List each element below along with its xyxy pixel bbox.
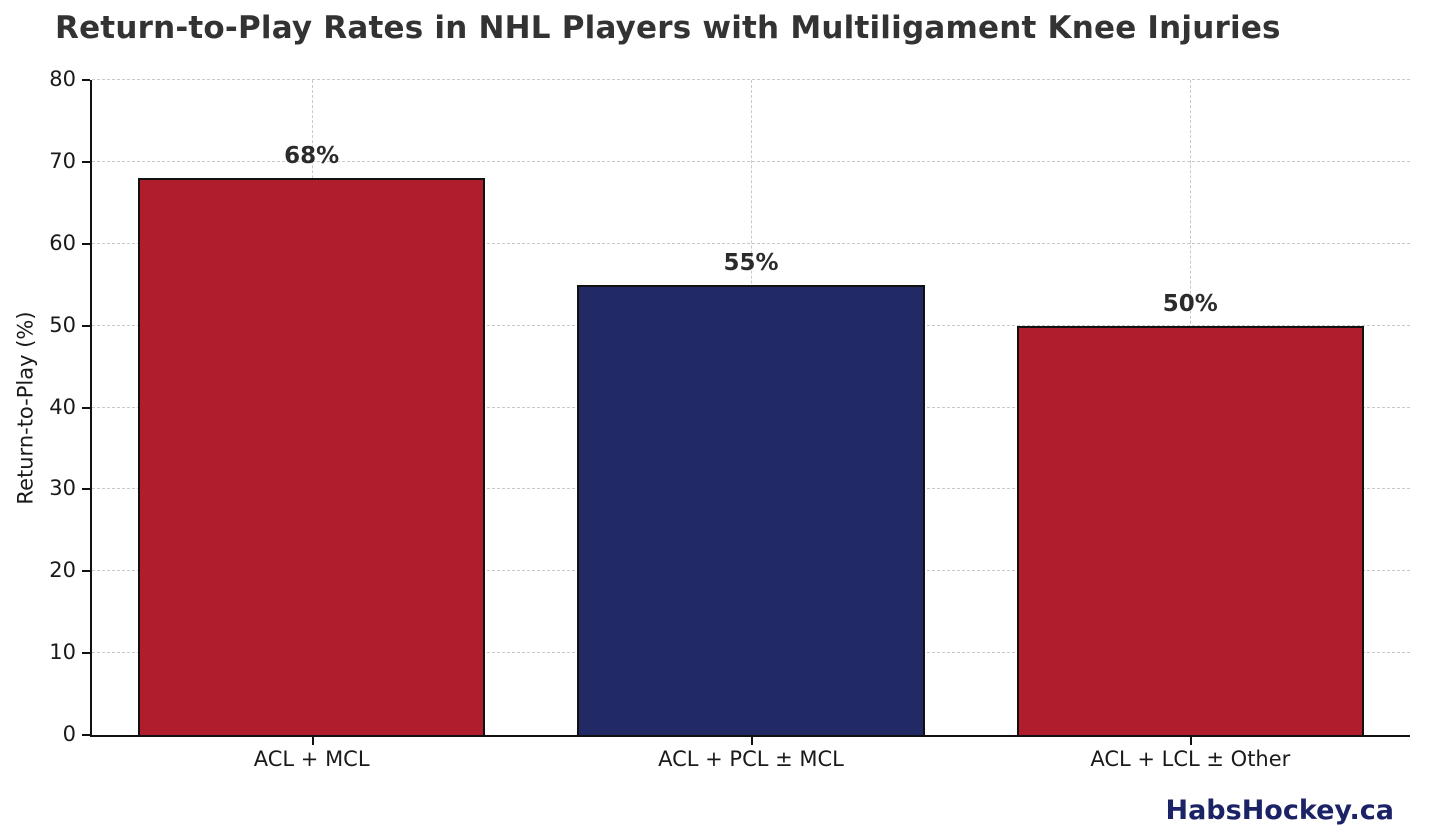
y-tick-mark — [82, 652, 90, 655]
y-tick-label: 10 — [49, 640, 76, 665]
gridline-horizontal — [92, 79, 1410, 80]
bar-value-label: 50% — [1162, 290, 1218, 317]
y-tick-mark — [82, 242, 90, 245]
x-tick-label: ACL + PCL ± MCL — [658, 747, 844, 771]
y-tick-mark — [82, 160, 90, 163]
x-tick-label: ACL + MCL — [253, 747, 370, 771]
x-tick-mark — [751, 737, 753, 745]
y-tick-mark — [82, 734, 90, 736]
y-tick-label: 50 — [49, 312, 76, 337]
y-tick-mark — [82, 406, 90, 409]
watermark-habshockey: HabsHockey.ca — [1165, 795, 1394, 826]
x-tick-mark — [311, 737, 314, 745]
bar-acl-mcl — [138, 178, 486, 735]
chart-title: Return-to-Play Rates in NHL Players with… — [55, 10, 1281, 46]
bar-value-label: 68% — [284, 143, 340, 170]
y-tick-label: 70 — [49, 148, 76, 173]
y-tick-label: 60 — [49, 230, 76, 255]
y-tick-label: 80 — [49, 67, 76, 91]
y-tick-mark — [82, 570, 90, 573]
y-tick-label: 30 — [49, 476, 76, 501]
y-tick-mark — [82, 324, 90, 327]
x-tick-label: ACL + LCL ± Other — [1090, 747, 1291, 771]
bar-value-label: 55% — [723, 249, 779, 276]
bar-acl-pcl-mcl — [577, 284, 925, 735]
bar-acl-lcl-other — [1016, 325, 1364, 735]
y-tick-label: 40 — [49, 394, 76, 419]
y-tick-label: 20 — [49, 558, 76, 583]
x-tick-mark — [1190, 737, 1193, 745]
plot-area: 0 10 20 30 40 50 60 70 80 68% ACL + MCL 55% ACL + PC… — [49, 67, 1410, 771]
y-tick-mark — [82, 79, 90, 81]
y-tick-mark — [82, 488, 90, 491]
y-tick-label: 0 — [62, 722, 76, 746]
y-axis-title: Return-to-Play (%) — [13, 311, 38, 505]
